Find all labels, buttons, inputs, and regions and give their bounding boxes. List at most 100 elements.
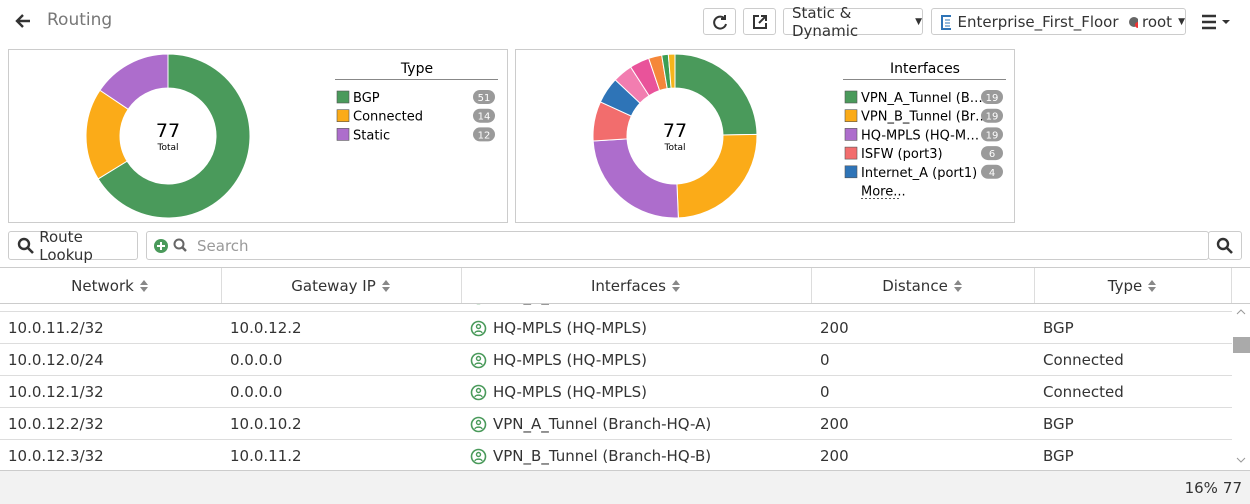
cell-text: 10.0.11.2/32 <box>8 319 104 337</box>
cell-text: 0 <box>820 383 830 401</box>
interface-icon <box>470 448 487 464</box>
page-title: Routing <box>47 10 113 30</box>
table-cell: 10.0.12.0/24 <box>8 344 222 376</box>
open-button[interactable] <box>743 8 776 35</box>
table-cell: Connected <box>1043 344 1232 376</box>
table-cell: 10.0.11.2 <box>230 440 462 470</box>
search-button[interactable] <box>1208 231 1242 260</box>
interface-icon <box>470 384 487 400</box>
view-filter[interactable]: Static & Dynamic ▼ <box>783 4 923 40</box>
table-row[interactable]: 10.0.11.2/32 10.0.12.2 HQ-MPLS (HQ-MPLS) 20… <box>0 312 1232 344</box>
menu-button[interactable] <box>1200 12 1236 32</box>
table-row[interactable]: 10.0.12.1/32 0.0.0.0 HQ-MPLS (HQ-MPLS) 0 Con… <box>0 376 1232 408</box>
cell-text: HQ-MPLS (HQ-MPLS) <box>493 383 648 401</box>
footer: 16% 77 <box>0 470 1250 504</box>
icon-person <box>474 387 483 397</box>
column-header[interactable]: Distance <box>812 268 1035 304</box>
table-row[interactable]: 10.0.11.2/32 10.0.11.2 VPN_B_Tunnel (Branc… <box>0 304 1232 312</box>
table-cell: 10.0.11.2 <box>230 304 462 312</box>
sort-arrows <box>671 280 680 292</box>
legend-badge <box>981 127 1003 142</box>
table-cell: BGP <box>1043 312 1232 344</box>
column-header[interactable]: Gateway IP <box>222 268 462 304</box>
cell-text: 10.0.11.2 <box>230 304 302 305</box>
cell-text: 10.0.12.2/32 <box>8 415 104 433</box>
chart-panel <box>515 49 1015 223</box>
column-header[interactable]: Type <box>1035 268 1232 304</box>
column-header-label: Network <box>71 277 134 295</box>
cell-text: VPN_B_Tunnel (Branch-HQ-B) <box>493 304 711 305</box>
legend-label: VPN_B_Tunnel (Br… <box>861 110 988 125</box>
legend-swatch <box>336 90 350 104</box>
cell-text: VPN_A_Tunnel (Branch-HQ-A) <box>493 415 712 433</box>
refresh-button[interactable] <box>703 8 736 35</box>
table-cell: 10.0.11.2/32 <box>8 312 222 344</box>
table-cell: VPN_B_Tunnel (Branch-HQ-B) <box>470 440 812 470</box>
cell-text: 0 <box>820 351 830 369</box>
legend-count: 4 <box>989 168 995 179</box>
sort-icon <box>671 280 680 292</box>
column-header[interactable]: Network <box>0 268 222 304</box>
cell-text: HQ-MPLS (HQ-MPLS) <box>493 351 648 369</box>
more-link[interactable]: More... <box>861 185 906 200</box>
table-cell: 200 <box>820 440 1035 470</box>
donut-slice <box>676 133 758 219</box>
legend-swatch <box>844 165 858 179</box>
cell-text: BGP <box>1043 415 1074 433</box>
donut-slice <box>674 53 758 136</box>
legend-swatch <box>844 146 858 160</box>
search-placeholder: Search <box>197 236 249 255</box>
interface-icon <box>470 352 487 368</box>
legend-swatch <box>844 128 858 141</box>
footer-percent: 16% <box>1184 478 1218 497</box>
interface-icon <box>470 416 487 432</box>
cell-text: 200 <box>820 304 849 305</box>
legend-badge <box>981 90 1003 104</box>
chart-panel <box>8 49 508 223</box>
table-cell: VPN_B_Tunnel (Branch-HQ-B) <box>470 304 812 312</box>
cell-text: 10.0.11.2/32 <box>8 304 104 305</box>
icon-ring <box>470 384 487 400</box>
cell-text: HQ-MPLS (HQ-MPLS) <box>493 319 648 337</box>
donut-total: 77 <box>663 120 687 142</box>
column-header-label: Distance <box>882 277 948 295</box>
legend-count: 6 <box>989 149 995 160</box>
table-cell: Connected <box>1043 376 1232 408</box>
table-row[interactable]: 10.0.12.2/32 10.0.10.2 VPN_A_Tunnel (Branc… <box>0 408 1232 440</box>
route-lookup-button[interactable]: Route Lookup <box>8 228 138 264</box>
table-cell: 0.0.0.0 <box>230 376 462 408</box>
cell-text: 10.0.11.2 <box>230 447 302 465</box>
column-header[interactable]: Interfaces <box>462 268 812 304</box>
cell-text: Connected <box>1043 351 1124 369</box>
cell-text: 0.0.0.0 <box>230 383 283 401</box>
sort-icon <box>139 280 148 292</box>
table-cell: HQ-MPLS (HQ-MPLS) <box>470 344 812 376</box>
table-cell: 200 <box>820 312 1035 344</box>
table-cell: 200 <box>820 304 1035 312</box>
sort-arrows <box>139 280 148 292</box>
legend-label: Connected <box>353 110 423 125</box>
table-row[interactable]: 10.0.12.0/24 0.0.0.0 HQ-MPLS (HQ-MPLS) 0 Con… <box>0 344 1232 376</box>
legend-badge <box>981 164 1003 179</box>
icon-ring <box>470 352 487 368</box>
table-cell: 10.0.12.3/32 <box>8 440 222 470</box>
legend-count: 19 <box>986 112 999 123</box>
column-header-label: Type <box>1107 277 1143 295</box>
cell-text: VPN_B_Tunnel (Branch-HQ-B) <box>493 447 712 465</box>
cell-text: 200 <box>820 319 849 337</box>
table-cell: HQ-MPLS (HQ-MPLS) <box>470 312 812 344</box>
cell-text: Connected <box>1043 383 1124 401</box>
sort-arrows <box>381 280 390 292</box>
cell-text: 200 <box>820 447 849 465</box>
sort-arrows <box>1148 280 1157 292</box>
search-input[interactable]: Search <box>146 231 1209 260</box>
table-row[interactable]: 10.0.12.3/32 10.0.11.2 VPN_B_Tunnel (Branc… <box>0 440 1232 470</box>
cell-text: 10.0.10.2 <box>230 415 302 433</box>
scrollbar[interactable] <box>1232 304 1250 470</box>
table-cell: BGP <box>1043 440 1232 470</box>
table-cell: 10.0.12.2/32 <box>8 408 222 440</box>
back-arrow[interactable] <box>14 12 34 30</box>
device-selector[interactable]: Enterprise_First_Floor root ▼ <box>931 8 1186 35</box>
